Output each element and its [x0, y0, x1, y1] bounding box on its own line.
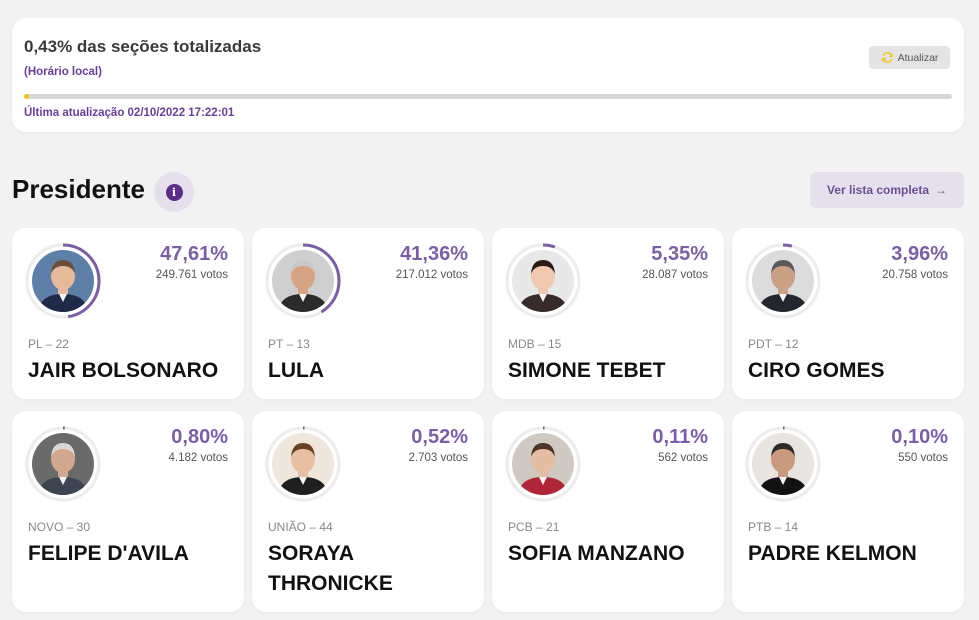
candidate-photo [512, 433, 574, 495]
full-list-button[interactable]: Ver lista completa → [810, 172, 964, 208]
candidate-name: PADRE KELMON [748, 542, 917, 565]
refresh-button[interactable]: Atualizar [869, 46, 950, 69]
refresh-icon [881, 52, 893, 63]
candidate-photo [32, 433, 94, 495]
vote-count: 2.703 votos [408, 452, 468, 464]
party-number: MDB – 15 [508, 337, 562, 351]
candidate-card[interactable]: 3,96% 20.758 votos PDT – 12 CIRO GOMES [732, 228, 964, 399]
candidate-grid: 47,61% 249.761 votos PL – 22 JAIR BOLSON… [12, 228, 964, 612]
vote-share-ring [265, 426, 341, 502]
party-number: NOVO – 30 [28, 520, 91, 534]
candidate-photo [272, 250, 334, 312]
candidate-name: CIRO GOMES [748, 359, 885, 382]
vote-percentage: 0,11% [652, 426, 708, 448]
vote-count: 217.012 votos [395, 269, 468, 281]
totalization-status-card: 0,43% das seções totalizadas (Horário lo… [12, 18, 964, 132]
candidate-card[interactable]: 5,35% 28.087 votos MDB – 15 SIMONE TEBET [492, 228, 724, 399]
full-list-button-label: Ver lista completa [826, 183, 930, 197]
candidate-photo [512, 250, 574, 312]
party-number: PDT – 12 [748, 337, 799, 351]
vote-share-ring [25, 426, 101, 502]
candidate-card[interactable]: 0,10% 550 votos PTB – 14 PADRE KELMON [732, 411, 964, 612]
candidate-photo [272, 433, 334, 495]
vote-share-ring [25, 243, 101, 319]
candidate-photo [752, 433, 814, 495]
refresh-button-label: Atualizar [897, 51, 939, 64]
vote-percentage: 47,61% [160, 243, 228, 265]
local-time-note: (Horário local) [24, 66, 102, 78]
last-update-text: Última atualização 02/10/2022 17:22:01 [24, 107, 235, 119]
vote-count: 562 votos [658, 452, 708, 464]
info-icon: i [165, 183, 183, 201]
vote-count: 20.758 votos [882, 269, 948, 281]
candidate-card[interactable]: 41,36% 217.012 votos PT – 13 LULA [252, 228, 484, 399]
totalization-progress-fill [24, 94, 29, 99]
totalization-progress-bar [24, 94, 952, 99]
candidate-name: FELIPE D'AVILA [28, 542, 189, 565]
candidate-card[interactable]: 0,80% 4.182 votos NOVO – 30 FELIPE D'AVI… [12, 411, 244, 612]
candidate-card[interactable]: 47,61% 249.761 votos PL – 22 JAIR BOLSON… [12, 228, 244, 399]
party-number: PL – 22 [28, 337, 69, 351]
candidate-photo [32, 250, 94, 312]
candidate-card[interactable]: 0,52% 2.703 votos UNIÃO – 44 SORAYA THRO… [252, 411, 484, 612]
party-number: PTB – 14 [748, 520, 799, 534]
vote-count: 28.087 votos [642, 269, 708, 281]
vote-percentage: 0,52% [411, 426, 468, 448]
party-number: PT – 13 [268, 337, 310, 351]
vote-count: 4.182 votos [168, 452, 228, 464]
arrow-right-icon: → [935, 183, 948, 197]
candidate-name: JAIR BOLSONARO [28, 359, 219, 382]
info-button[interactable]: i [154, 172, 194, 212]
vote-share-ring [505, 426, 581, 502]
candidate-name: LULA [268, 359, 324, 382]
vote-share-ring [745, 426, 821, 502]
candidate-name: SOFIA MANZANO [508, 542, 685, 565]
vote-count: 249.761 votos [155, 269, 228, 281]
candidate-name: SORAYA THRONICKE [268, 542, 393, 595]
candidate-name: SIMONE TEBET [508, 359, 666, 382]
vote-share-ring [745, 243, 821, 319]
vote-percentage: 41,36% [400, 243, 468, 265]
vote-share-ring [265, 243, 341, 319]
party-number: UNIÃO – 44 [268, 520, 333, 534]
vote-percentage: 0,80% [171, 426, 228, 448]
totalization-title: 0,43% das seções totalizadas [24, 37, 262, 56]
vote-percentage: 3,96% [891, 243, 948, 265]
vote-percentage: 0,10% [891, 426, 948, 448]
candidate-card[interactable]: 0,11% 562 votos PCB – 21 SOFIA MANZANO [492, 411, 724, 612]
vote-share-ring [505, 243, 581, 319]
party-number: PCB – 21 [508, 520, 560, 534]
section-title: Presidente [12, 174, 145, 204]
candidate-photo [752, 250, 814, 312]
vote-percentage: 5,35% [651, 243, 708, 265]
vote-count: 550 votos [898, 452, 948, 464]
